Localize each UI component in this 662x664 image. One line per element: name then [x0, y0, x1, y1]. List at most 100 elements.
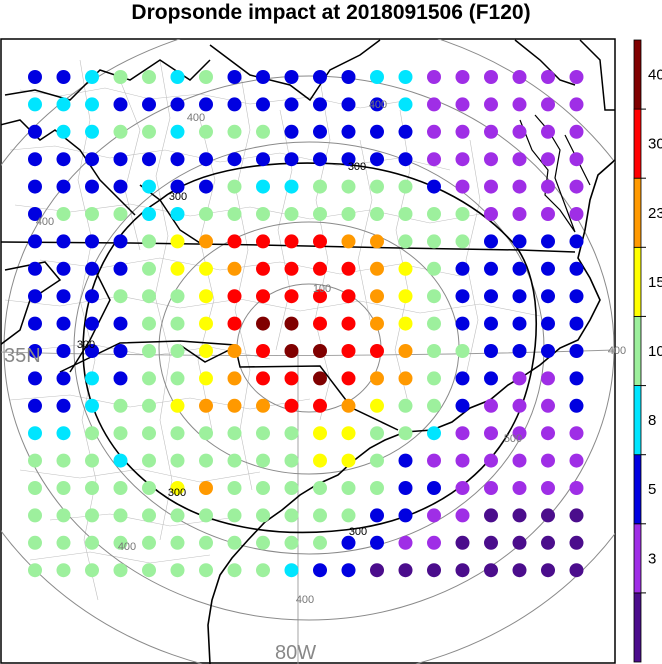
- impact-dot: [28, 508, 42, 523]
- impact-dot: [142, 97, 156, 112]
- impact-dot: [142, 261, 156, 276]
- colorbar-label: 30: [648, 136, 662, 153]
- impact-dot: [227, 481, 242, 495]
- impact-dot: [199, 261, 213, 276]
- impact-dot: [313, 234, 327, 249]
- impact-dot: [113, 179, 128, 194]
- impact-dot: [284, 316, 299, 331]
- impact-dot: [484, 535, 498, 550]
- colorbar-segment: [633, 39, 642, 110]
- impact-dot: [56, 70, 71, 84]
- impact-dot: [85, 289, 99, 304]
- impact-dot: [427, 481, 441, 495]
- impact-dot: [541, 453, 555, 468]
- impact-dot: [455, 70, 470, 84]
- impact-dot: [256, 426, 270, 441]
- impact-dot: [85, 344, 99, 358]
- impact-dot: [569, 398, 584, 413]
- colorbar-label: 3: [648, 550, 656, 567]
- impact-dot: [569, 234, 584, 249]
- contour-label-500: 500: [504, 433, 522, 445]
- colorbar-label: 10: [648, 343, 662, 360]
- impact-dot: [569, 508, 584, 523]
- impact-dot: [398, 316, 413, 331]
- impact-dot: [569, 371, 584, 386]
- impact-dot: [256, 508, 270, 523]
- impact-dot: [427, 179, 441, 194]
- impact-dot: [170, 70, 185, 84]
- impact-dot: [484, 179, 498, 194]
- impact-dot: [398, 371, 413, 386]
- impact-dot: [85, 453, 99, 468]
- impact-dot: [541, 179, 555, 194]
- impact-dot: [199, 426, 213, 441]
- impact-dot: [199, 97, 213, 112]
- impact-dot: [56, 289, 71, 304]
- impact-dot: [370, 398, 384, 413]
- impact-dot: [56, 481, 71, 495]
- impact-dot: [28, 535, 42, 550]
- impact-dot: [341, 289, 356, 304]
- impact-dot: [256, 261, 270, 276]
- impact-dot: [227, 97, 242, 112]
- impact-dot: [569, 481, 584, 495]
- impact-dot: [484, 426, 498, 441]
- longitude-label: 80W: [275, 642, 316, 664]
- impact-dot: [256, 234, 270, 249]
- impact-dot: [512, 261, 527, 276]
- impact-dot: [56, 179, 71, 194]
- impact-dot: [455, 481, 470, 495]
- impact-dot: [313, 453, 327, 468]
- contour-label-400-e: 400: [118, 541, 136, 553]
- contour-label-400-b: 400: [369, 99, 387, 111]
- impact-dot: [56, 97, 71, 112]
- impact-dot: [28, 97, 42, 112]
- impact-dot: [113, 508, 128, 523]
- impact-dot: [569, 124, 584, 139]
- impact-dot: [170, 535, 185, 550]
- impact-dot: [398, 563, 413, 578]
- impact-dot: [85, 426, 99, 441]
- impact-dot: [256, 70, 270, 84]
- impact-dot: [142, 70, 156, 84]
- impact-dot: [56, 207, 71, 221]
- impact-dot: [398, 535, 413, 550]
- impact-dot: [85, 508, 99, 523]
- impact-dot: [313, 289, 327, 304]
- impact-dot: [427, 426, 441, 441]
- impact-dot: [512, 481, 527, 495]
- impact-dot: [227, 152, 242, 167]
- impact-dot: [541, 261, 555, 276]
- impact-dot: [28, 481, 42, 495]
- impact-dot: [512, 289, 527, 304]
- impact-dot: [569, 563, 584, 578]
- impact-dot: [512, 179, 527, 194]
- impact-dot: [28, 371, 42, 386]
- impact-dot: [398, 179, 413, 194]
- impact-dot: [455, 124, 470, 139]
- impact-dot: [284, 70, 299, 84]
- impact-dot: [484, 481, 498, 495]
- impact-dot: [398, 152, 413, 167]
- impact-dot: [398, 97, 413, 112]
- impact-dot: [341, 563, 356, 578]
- impact-dot: [427, 97, 441, 112]
- impact-dot: [227, 316, 242, 331]
- impact-dot: [398, 344, 413, 358]
- contour-label-300-e: 300: [77, 339, 95, 351]
- impact-dot: [227, 207, 242, 221]
- impact-dot: [284, 535, 299, 550]
- impact-dot: [256, 316, 270, 331]
- impact-dot: [85, 207, 99, 221]
- impact-dot: [455, 152, 470, 167]
- impact-dot: [427, 207, 441, 221]
- colorbar-segment: [633, 108, 642, 179]
- impact-dot: [484, 453, 498, 468]
- impact-dot: [427, 398, 441, 413]
- impact-dot: [398, 508, 413, 523]
- colorbar-segment: [633, 246, 642, 317]
- colorbar-label: 15: [648, 274, 662, 291]
- impact-dot: [484, 207, 498, 221]
- impact-dot: [170, 563, 185, 578]
